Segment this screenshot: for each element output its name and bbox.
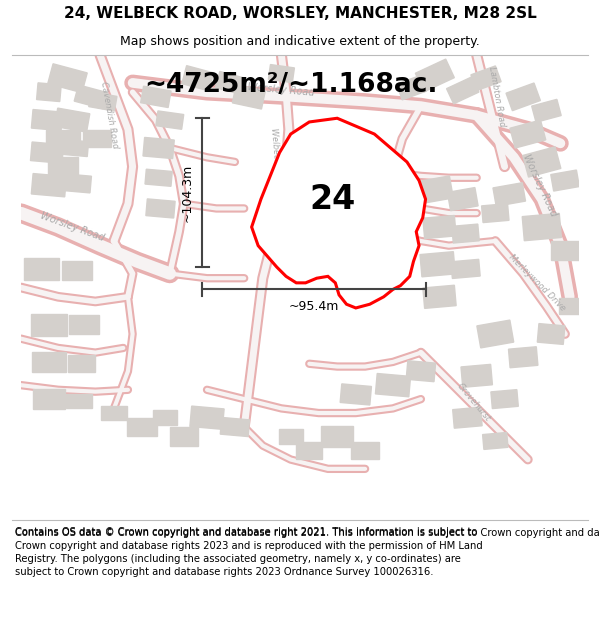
Bar <box>55 108 90 132</box>
Bar <box>48 64 87 92</box>
Text: 24, WELBECK ROAD, WORSLEY, MANCHESTER, M28 2SL: 24, WELBECK ROAD, WORSLEY, MANCHESTER, M… <box>64 6 536 21</box>
Bar <box>182 66 214 91</box>
Bar <box>89 92 117 111</box>
Bar <box>493 182 526 206</box>
Bar <box>65 394 92 408</box>
Bar <box>551 241 579 259</box>
Bar <box>37 83 61 101</box>
Bar <box>506 83 541 111</box>
Text: Worsley Road: Worsley Road <box>247 82 316 98</box>
Bar <box>508 347 538 368</box>
Bar <box>62 174 91 193</box>
Bar <box>523 147 561 177</box>
Bar <box>522 213 562 241</box>
Text: Worsley Road: Worsley Road <box>39 211 106 243</box>
Bar <box>451 259 480 279</box>
Text: Worsley Road: Worsley Road <box>521 152 559 218</box>
Bar <box>74 85 107 109</box>
Bar <box>32 352 65 372</box>
Bar <box>452 224 479 243</box>
Bar <box>153 410 177 425</box>
Bar <box>423 285 456 308</box>
Bar <box>477 320 514 348</box>
Bar <box>351 442 379 459</box>
Bar <box>278 429 303 444</box>
Bar <box>46 131 80 151</box>
Bar <box>31 142 64 163</box>
Text: Contains OS data © Crown copyright and database right 2021. This information is : Contains OS data © Crown copyright and d… <box>15 528 600 538</box>
Text: ~104.3m: ~104.3m <box>181 164 194 222</box>
Bar <box>482 204 509 222</box>
Bar <box>471 66 501 91</box>
Bar <box>48 158 78 176</box>
Text: Welbeck Road: Welbeck Road <box>269 127 283 188</box>
Bar <box>397 75 427 100</box>
Bar <box>461 364 493 388</box>
Bar <box>215 71 245 94</box>
Bar <box>145 169 172 186</box>
Bar <box>420 252 455 277</box>
Bar <box>415 59 454 92</box>
Bar <box>101 406 127 421</box>
Polygon shape <box>251 118 425 308</box>
Bar <box>551 170 580 191</box>
Bar <box>68 356 95 372</box>
Bar <box>376 374 410 397</box>
Bar <box>170 427 198 446</box>
Text: Grovehurst: Grovehurst <box>455 381 493 423</box>
Bar <box>406 361 436 382</box>
Bar <box>416 176 453 204</box>
Bar <box>296 442 322 459</box>
Bar <box>24 258 59 280</box>
Bar <box>156 111 184 129</box>
Text: Merleywood Drive: Merleywood Drive <box>507 253 567 313</box>
Bar <box>33 389 65 409</box>
Bar <box>146 199 175 218</box>
Bar <box>448 188 478 211</box>
Bar <box>62 261 92 280</box>
Bar <box>31 109 62 131</box>
Text: ~4725m²/~1.168ac.: ~4725m²/~1.168ac. <box>144 72 437 98</box>
Bar <box>83 131 111 147</box>
Bar <box>510 120 546 148</box>
Bar <box>322 426 353 446</box>
Bar <box>340 384 371 405</box>
Bar <box>143 138 174 159</box>
Bar <box>538 324 565 344</box>
Text: Map shows position and indicative extent of the property.: Map shows position and indicative extent… <box>120 35 480 48</box>
Bar <box>31 174 67 197</box>
Bar <box>127 418 157 436</box>
Bar <box>446 77 479 104</box>
Text: ~95.4m: ~95.4m <box>289 299 339 312</box>
Bar <box>31 314 67 336</box>
Bar <box>140 86 171 108</box>
Bar <box>452 408 482 428</box>
Bar <box>423 216 456 239</box>
Bar <box>232 84 265 109</box>
Text: Cavendish Road: Cavendish Road <box>99 81 119 149</box>
Bar <box>559 298 580 314</box>
Bar <box>61 139 89 156</box>
Text: Contains OS data © Crown copyright and database right 2021. This information is : Contains OS data © Crown copyright and d… <box>15 528 483 577</box>
Text: Lambton Road: Lambton Road <box>487 66 507 128</box>
Bar <box>491 389 518 409</box>
Bar <box>220 418 250 436</box>
Bar <box>268 64 295 82</box>
Bar <box>70 316 99 334</box>
Bar <box>190 406 224 429</box>
Bar <box>482 432 508 449</box>
Text: 24: 24 <box>310 182 356 216</box>
Bar <box>532 99 561 122</box>
